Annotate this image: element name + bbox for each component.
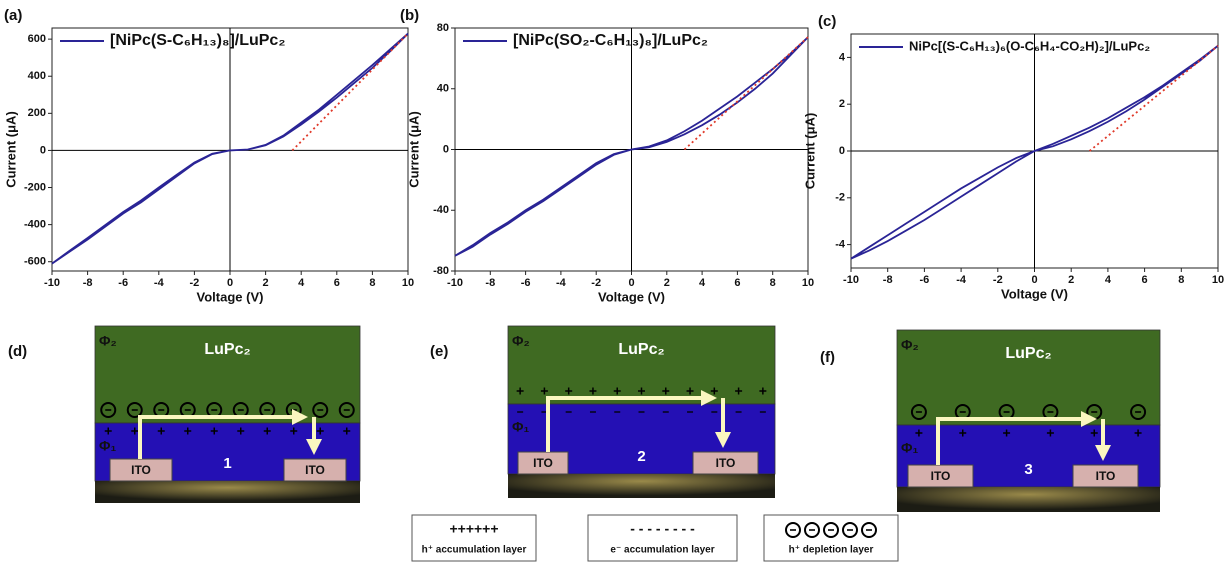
substrate bbox=[508, 474, 775, 498]
y-tick-label: 600 bbox=[28, 33, 46, 45]
x-tick-label: -6 bbox=[521, 277, 531, 289]
x-tick-label: 2 bbox=[263, 277, 269, 289]
x-tick-label: 6 bbox=[334, 277, 340, 289]
y-tick-label: 40 bbox=[437, 83, 449, 95]
panel-label: (e) bbox=[430, 343, 448, 360]
x-tick-label: -2 bbox=[591, 277, 601, 289]
panel-label: (b) bbox=[400, 7, 419, 24]
x-axis-label: Voltage (V) bbox=[197, 289, 264, 304]
x-tick-label: -10 bbox=[44, 277, 60, 289]
x-tick-label: 10 bbox=[1212, 274, 1224, 286]
y-tick-label: 0 bbox=[40, 144, 46, 156]
y-tick-label: 200 bbox=[28, 107, 46, 119]
x-tick-label: 10 bbox=[802, 277, 814, 289]
x-tick-label: -8 bbox=[83, 277, 93, 289]
x-axis-label: Voltage (V) bbox=[598, 289, 665, 304]
x-tick-label: -2 bbox=[993, 274, 1003, 286]
x-tick-label: 0 bbox=[227, 277, 233, 289]
y-tick-label: -600 bbox=[24, 256, 46, 268]
x-tick-label: 6 bbox=[734, 277, 740, 289]
x-tick-label: -4 bbox=[956, 274, 967, 286]
x-tick-label: 2 bbox=[664, 277, 670, 289]
y-tick-label: -4 bbox=[835, 239, 846, 251]
x-tick-label: 0 bbox=[1031, 274, 1037, 286]
phi-bottom: Φ₁ bbox=[901, 440, 918, 456]
key-symbol: - - - - - - - - bbox=[630, 521, 695, 537]
phi-top: Φ₂ bbox=[901, 337, 919, 353]
y-tick-label: 0 bbox=[443, 143, 449, 155]
y-tick-label: 4 bbox=[839, 51, 846, 63]
device-number: 1 bbox=[223, 455, 231, 472]
phi-top: Φ₂ bbox=[512, 333, 530, 349]
x-axis-label: Voltage (V) bbox=[1001, 286, 1068, 301]
y-tick-label: 2 bbox=[839, 98, 845, 110]
key-label: h⁺ accumulation layer bbox=[422, 545, 527, 556]
ito-label: ITO bbox=[1096, 469, 1116, 483]
y-tick-label: 400 bbox=[28, 70, 46, 82]
x-tick-label: 4 bbox=[699, 277, 706, 289]
y-tick-label: 80 bbox=[437, 22, 449, 34]
x-tick-label: -4 bbox=[154, 277, 165, 289]
phi-bottom: Φ₁ bbox=[512, 419, 529, 435]
phi-bottom: Φ₁ bbox=[99, 438, 116, 454]
layer-name: LuPc₂ bbox=[618, 341, 664, 358]
key-label: e⁻ accumulation layer bbox=[610, 545, 714, 556]
x-tick-label: 8 bbox=[369, 277, 375, 289]
y-axis-label: Current (μA) bbox=[802, 113, 817, 190]
x-tick-label: 10 bbox=[402, 277, 414, 289]
y-axis-label: Current (μA) bbox=[406, 111, 421, 188]
substrate bbox=[95, 481, 360, 503]
ito-label: ITO bbox=[533, 456, 553, 470]
x-tick-label: -6 bbox=[118, 277, 128, 289]
substrate bbox=[897, 487, 1160, 512]
phi-top: Φ₂ bbox=[99, 333, 117, 349]
key-label: h⁺ depletion layer bbox=[789, 545, 874, 556]
y-tick-label: -40 bbox=[433, 204, 449, 216]
layer-name: LuPc₂ bbox=[204, 341, 250, 358]
layer-name: LuPc₂ bbox=[1005, 345, 1051, 362]
page: I-V curves and band diagrams {"chart_dat… bbox=[0, 0, 1224, 562]
figure: -10-8-6-4-20246810-600-400-2000200400600… bbox=[0, 0, 1224, 562]
panel-label: (f) bbox=[820, 349, 835, 366]
panel-label: (a) bbox=[4, 7, 22, 24]
x-tick-label: -4 bbox=[556, 277, 567, 289]
x-tick-label: 4 bbox=[1105, 274, 1112, 286]
legend-label: [NiPc(SO₂-C₆H₁₃)₈]/LuPc₂ bbox=[513, 32, 708, 49]
x-tick-label: -10 bbox=[843, 274, 859, 286]
y-tick-label: -200 bbox=[24, 181, 46, 193]
x-tick-label: -8 bbox=[883, 274, 893, 286]
device-number: 2 bbox=[637, 448, 645, 465]
panel-label: (c) bbox=[818, 13, 836, 30]
device-number: 3 bbox=[1024, 461, 1032, 478]
ito-label: ITO bbox=[931, 469, 951, 483]
x-tick-label: 8 bbox=[770, 277, 776, 289]
y-tick-label: -2 bbox=[835, 192, 845, 204]
x-tick-label: -10 bbox=[447, 277, 463, 289]
ito-label: ITO bbox=[305, 463, 325, 477]
x-tick-label: -6 bbox=[920, 274, 930, 286]
page-body: -10-8-6-4-20246810-600-400-2000200400600… bbox=[0, 0, 1224, 562]
y-tick-label: -400 bbox=[24, 219, 46, 231]
x-tick-label: -2 bbox=[190, 277, 200, 289]
x-tick-label: 2 bbox=[1068, 274, 1074, 286]
x-tick-label: 8 bbox=[1178, 274, 1184, 286]
y-tick-label: -80 bbox=[433, 265, 449, 277]
x-tick-label: 0 bbox=[628, 277, 634, 289]
key-symbol: ++++++ bbox=[449, 521, 498, 537]
ito-label: ITO bbox=[131, 463, 151, 477]
panel-label: (d) bbox=[8, 343, 27, 360]
x-tick-label: 6 bbox=[1142, 274, 1148, 286]
y-tick-label: 0 bbox=[839, 145, 845, 157]
ito-label: ITO bbox=[716, 456, 736, 470]
x-tick-label: -8 bbox=[485, 277, 495, 289]
x-tick-label: 4 bbox=[298, 277, 305, 289]
y-axis-label: Current (μA) bbox=[3, 111, 18, 188]
legend-label: [NiPc(S-C₆H₁₃)₈]/LuPc₂ bbox=[110, 32, 285, 49]
legend-label: NiPc[(S-C₆H₁₃)₆(O-C₆H₄-CO₂H)₂]/LuPc₂ bbox=[909, 38, 1150, 53]
